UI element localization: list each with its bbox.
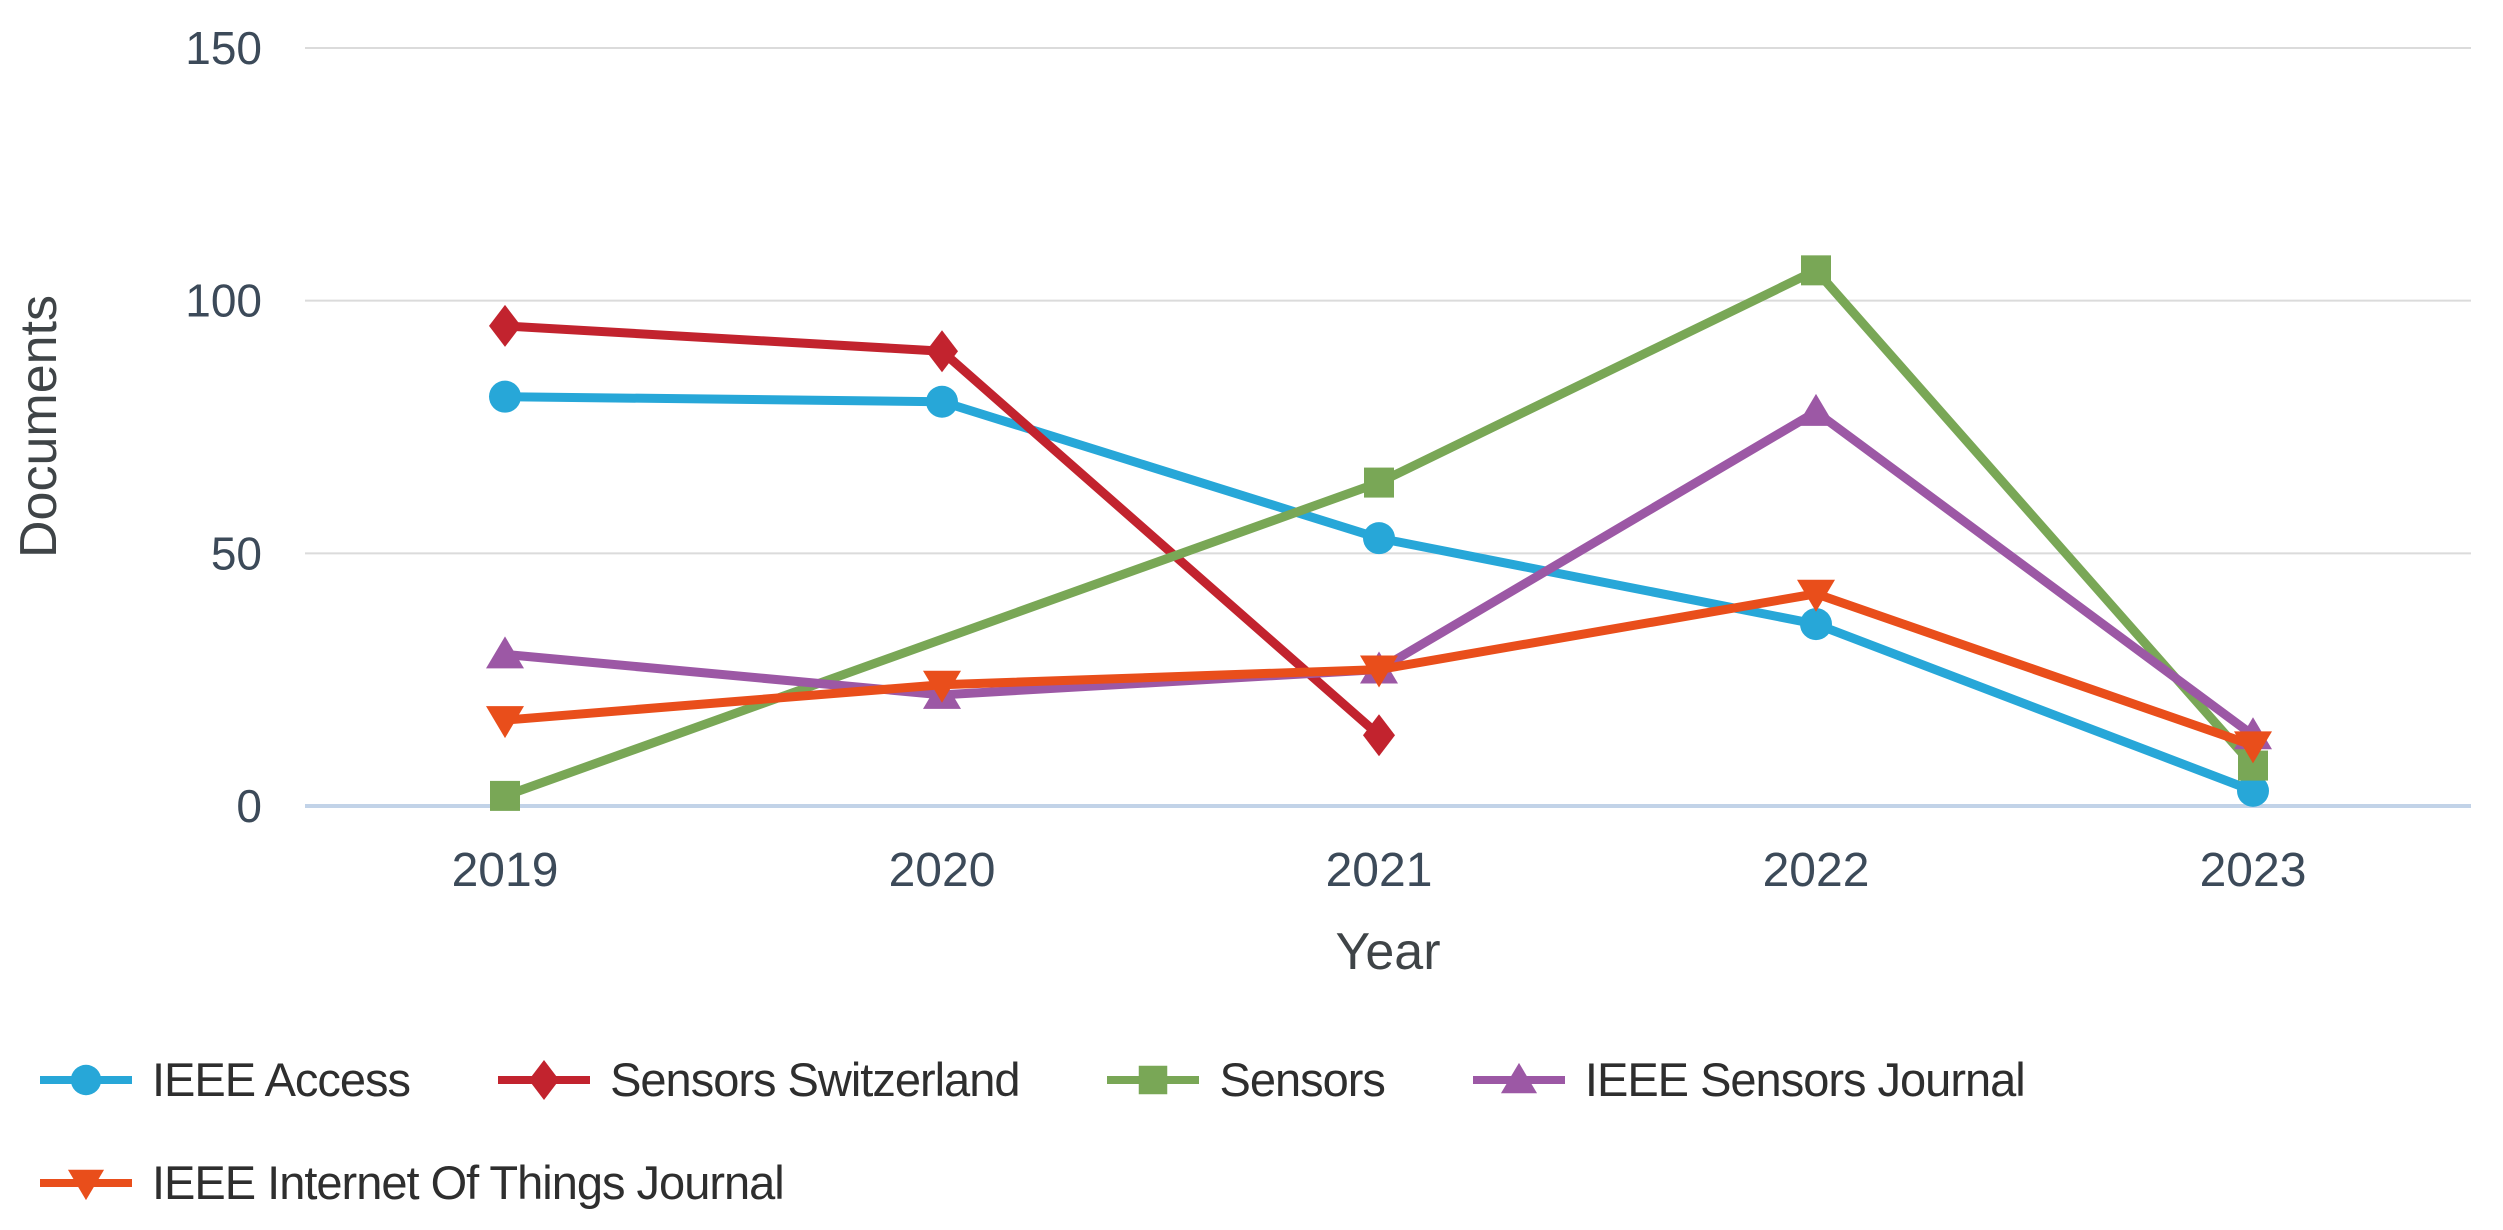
marker-triangle-up xyxy=(1500,1062,1537,1093)
x-axis-title: Year xyxy=(1335,923,1441,981)
legend-item-ieee-access: IEEE Access xyxy=(38,1052,411,1107)
marker-square xyxy=(1801,255,1831,286)
x-tick-label: 2019 xyxy=(452,844,559,897)
marker-diamond xyxy=(528,1059,560,1100)
marker-triangle-down xyxy=(923,670,961,703)
marker-diamond xyxy=(1363,714,1395,757)
series-line-sensors xyxy=(503,264,2257,801)
y-axis-title: Documents xyxy=(10,295,68,559)
legend-marker-circle-icon xyxy=(40,1064,132,1095)
marker-circle xyxy=(70,1064,102,1095)
marker-circle xyxy=(489,380,521,413)
marker-square xyxy=(1139,1065,1168,1094)
legend-item-ieee-internet-of-things-journal: IEEE Internet Of Things Journal xyxy=(38,1155,785,1210)
chart-legend: IEEE Access Sensors Switzerland Sensors IEE… xyxy=(38,1052,2026,1210)
x-tick-label: 2021 xyxy=(1326,844,1433,897)
legend-marker-square-icon xyxy=(1107,1065,1200,1094)
legend-marker-diamond-icon xyxy=(498,1059,591,1100)
marker-triangle-down xyxy=(486,706,524,739)
marker-diamond xyxy=(926,330,958,373)
marker-triangle-down xyxy=(1360,655,1398,688)
y-tick-label: 100 xyxy=(185,275,262,327)
x-tick-label: 2023 xyxy=(2200,844,2307,897)
x-tick-label: 2022 xyxy=(1763,844,1870,897)
legend-marker-triangle-down-icon xyxy=(40,1169,132,1200)
x-tick-label: 2020 xyxy=(889,844,996,897)
legend-label: Sensors Switzerland xyxy=(610,1053,1020,1106)
marker-triangle-down xyxy=(67,1169,105,1200)
legend-row-2: IEEE Internet Of Things Journal xyxy=(38,1155,2025,1210)
marker-triangle-up xyxy=(1797,393,1835,426)
legend-label: IEEE Internet Of Things Journal xyxy=(152,1156,785,1209)
marker-triangle-down xyxy=(1797,579,1835,612)
legend-item-sensors-switzerland: Sensors Switzerland xyxy=(496,1052,1020,1107)
legend-item-sensors: Sensors xyxy=(1105,1052,1386,1107)
legend-label: Sensors xyxy=(1219,1053,1385,1106)
marker-circle xyxy=(2237,774,2269,807)
legend-item-ieee-sensors-journal: IEEE Sensors Journal xyxy=(1471,1052,2026,1107)
legend-label: IEEE Access xyxy=(152,1053,411,1106)
marker-diamond xyxy=(489,304,521,347)
marker-square xyxy=(490,780,520,811)
marker-circle xyxy=(1800,608,1832,641)
y-tick-label: 0 xyxy=(236,780,262,832)
y-tick-label: 50 xyxy=(211,527,262,579)
legend-label: IEEE Sensors Journal xyxy=(1584,1053,2026,1106)
marker-triangle-down xyxy=(2234,731,2272,764)
y-tick-label: 150 xyxy=(185,22,262,74)
marker-circle xyxy=(1363,522,1395,555)
marker-circle xyxy=(926,385,958,418)
marker-square xyxy=(1364,467,1394,498)
legend-row-1: IEEE Access Sensors Switzerland Sensors IEE… xyxy=(38,1052,2026,1107)
marker-triangle-up xyxy=(486,636,524,669)
legend-marker-triangle-up-icon xyxy=(1472,1062,1565,1093)
